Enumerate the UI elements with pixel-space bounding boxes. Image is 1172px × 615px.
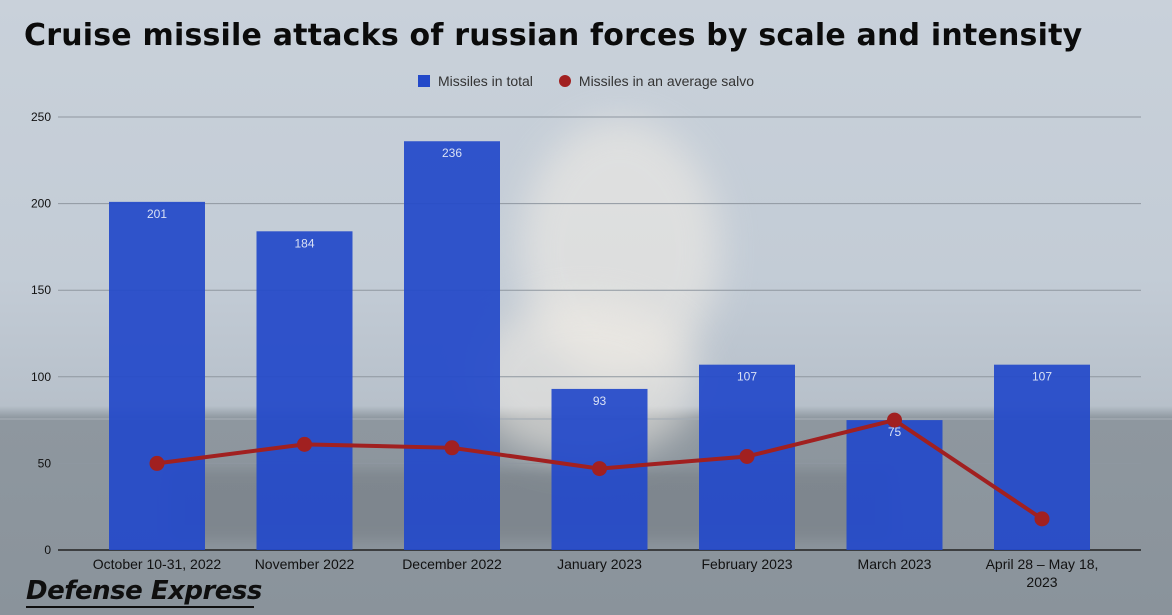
legend-item-salvo: Missiles in an average salvo [558, 73, 754, 89]
y-tick-label: 50 [38, 456, 52, 470]
bar-data-label: 201 [147, 207, 167, 221]
x-tick-label: February 2023 [701, 556, 792, 572]
bar-labels: 201 184 236 93 107 75 107 [147, 146, 1052, 439]
legend-label-total: Missiles in total [437, 73, 533, 89]
bar-data-label: 75 [888, 425, 902, 439]
chart-title: Cruise missile attacks of russian forces… [24, 18, 1083, 53]
bar-data-label: 236 [442, 146, 462, 160]
bar-data-label: 107 [737, 370, 757, 384]
salvo-point [297, 436, 312, 452]
legend: Missiles in total Missiles in an average… [0, 73, 1172, 89]
salvo-point [149, 455, 165, 471]
y-axis-ticks: 0 50 100 150 200 250 [31, 110, 51, 557]
legend-swatch-total [417, 75, 430, 87]
x-axis-ticks: October 10-31, 2022 November 2022 December… [93, 556, 1099, 590]
x-tick-label: October 10-31, 2022 [93, 556, 222, 572]
bar-data-label: 107 [1032, 370, 1052, 384]
x-tick-label: January 2023 [557, 556, 642, 572]
brand-underline [26, 606, 254, 608]
y-tick-label: 250 [31, 110, 51, 124]
legend-swatch-salvo [558, 75, 571, 87]
salvo-point [887, 412, 902, 428]
salvo-point [739, 448, 755, 464]
legend-label-salvo: Missiles in an average salvo [578, 73, 754, 89]
y-tick-label: 150 [31, 283, 51, 297]
x-tick-label: April 28 – May 18, 2023 [986, 556, 1099, 590]
bar-data-label: 184 [294, 236, 314, 250]
salvo-point [1034, 511, 1050, 527]
bars [109, 141, 1090, 551]
bar [404, 141, 500, 551]
bar-data-label: 93 [593, 394, 607, 408]
y-tick-label: 200 [31, 197, 51, 211]
x-tick-label: December 2022 [402, 556, 502, 572]
bar [109, 201, 205, 551]
x-tick-label: March 2023 [858, 556, 932, 572]
bar [256, 231, 353, 550]
y-tick-label: 100 [31, 370, 51, 384]
salvo-point [592, 461, 607, 477]
y-tick-label: 0 [44, 543, 51, 557]
salvo-line [149, 412, 1050, 527]
brand-logo: Defense Express [26, 576, 262, 606]
x-tick-label: November 2022 [255, 556, 355, 572]
legend-item-total: Missiles in total [417, 73, 533, 89]
bar [846, 420, 943, 550]
salvo-point [444, 440, 460, 456]
